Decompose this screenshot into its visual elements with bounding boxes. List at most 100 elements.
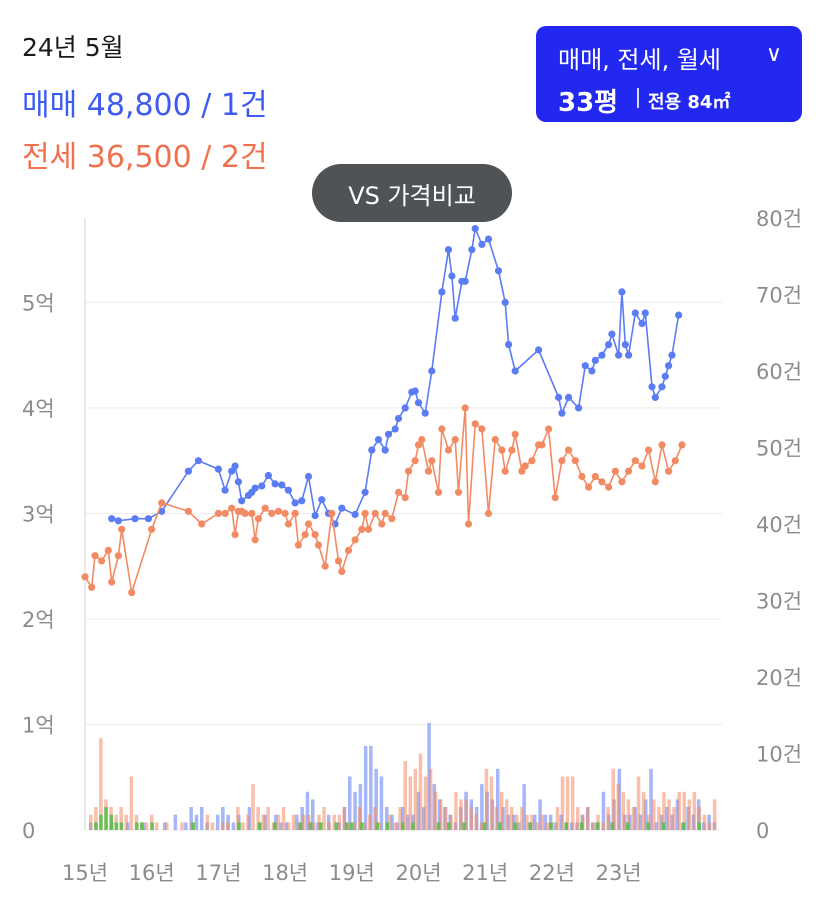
sale-volume-bar [305,791,310,831]
jeonse-volume-bar [586,807,590,830]
monthly-volume-bar [334,822,338,830]
monthly-volume-bar [257,822,262,830]
jeonse-point [411,457,419,465]
jeonse-point [108,578,116,586]
jeonse-point [501,467,509,475]
sale-point [505,341,513,349]
monthly-volume-bar [119,822,124,830]
jeonse-volume-bar [459,799,463,830]
monthly-volume-bar [344,822,349,830]
jeonse-point [638,462,646,470]
sale-point [194,457,202,465]
jeonse-point [184,507,192,515]
sale-volume-bar [548,814,553,830]
sale-point [131,515,139,523]
jeonse-volume-bar [652,799,656,830]
sale-point [661,372,669,380]
jeonse-point [404,467,413,475]
jeonse-point [444,446,453,454]
sale-point [221,486,229,494]
jeonse-volume-bar [520,807,524,830]
jeonse-point [388,515,396,523]
sale-point [501,298,509,306]
sale-point [625,351,633,359]
sale-volume-bar [665,807,669,830]
sale-point [318,496,326,504]
jeonse-point [314,541,323,549]
monthly-volume-bar [191,822,195,830]
vs-compare-button[interactable]: VS 가격비교 [312,164,512,222]
jeonse-volume-bar [667,799,671,830]
jeonse-volume-bar [474,814,478,830]
sale-volume-bar [163,822,167,830]
monthly-volume-bar [94,822,98,830]
jeonse-volume-bar [601,822,605,830]
sale-point [384,430,393,438]
monthly-volume-bar [697,822,701,830]
jeonse-point [104,546,112,555]
jeonse-point [565,446,573,454]
jeonse-volume-bar [484,768,489,830]
y-left-tick-label: 4억 [22,397,55,421]
sale-point [471,225,479,233]
jeonse-volume-bar [444,807,448,830]
jeonse-point [451,436,459,444]
monthly-volume-bar [626,822,630,830]
jeonse-volume-bar [149,814,154,830]
jeonse-volume-bar [281,807,286,830]
sale-volume-bar [406,814,410,830]
jeonse-volume-bar [291,814,296,830]
gridlines [84,218,722,831]
sale-volume-bar [601,791,606,831]
jeonse-volume-bar [119,807,123,830]
sale-point [361,488,369,496]
price-lines [81,225,686,597]
jeonse-volume-bar [220,822,225,830]
jeonse-point [371,509,379,517]
jeonse-point [491,436,499,444]
jeonse-volume-bar [423,776,428,830]
jeonse-point [248,509,256,517]
jeonse-point [88,583,96,591]
sale-point [414,399,423,407]
jeonse-point [251,536,259,544]
jeonse-point [81,573,89,581]
jeonse-volume-bar [210,822,215,830]
y-right-tick-label: 20건 [756,666,802,690]
sale-point [231,462,239,470]
jeonse-point [658,441,666,449]
sale-volume-bar [422,807,426,830]
jeonse-volume-bar [535,822,539,830]
sale-point [284,486,292,494]
jeonse-point [521,462,529,470]
jeonse-volume-bar [236,807,240,830]
jeonse-point [118,525,126,533]
sale-point [264,471,272,480]
sale-volume-bar [385,807,389,830]
jeonse-volume-bar [99,738,103,830]
jeonse-volume-bar [662,791,666,831]
sale-volume-bar [522,784,526,830]
jeonse-point [538,441,546,449]
jeonse-point [274,507,282,515]
sale-volume-bar [284,822,289,830]
sale-point [351,510,359,519]
y-right-tick-label: 50건 [756,437,802,461]
jeonse-volume-bar [702,814,707,830]
jeonse-point [351,536,359,544]
monthly-volume-bar [411,822,415,830]
y-right-tick-label: 80건 [756,207,802,231]
jeonse-point [671,457,679,465]
monthly-volume-bar [109,814,113,830]
jeonse-point [598,478,606,486]
sale-point [648,383,656,391]
jeonse-summary: 전세 36,500 / 2건 [22,140,268,175]
jeonse-volume-bar [261,814,265,830]
jeonse-point [361,509,369,517]
trade-type-filter-button[interactable]: 매매, 전세, 월세 ∨ 33평 전용 84㎡ [536,26,802,122]
y-right-tick-label: 60건 [756,360,802,384]
jeonse-point [464,520,473,528]
jeonse-volume-bar [647,814,651,830]
sale-volume-bar [226,814,230,830]
sale-point [675,311,683,319]
